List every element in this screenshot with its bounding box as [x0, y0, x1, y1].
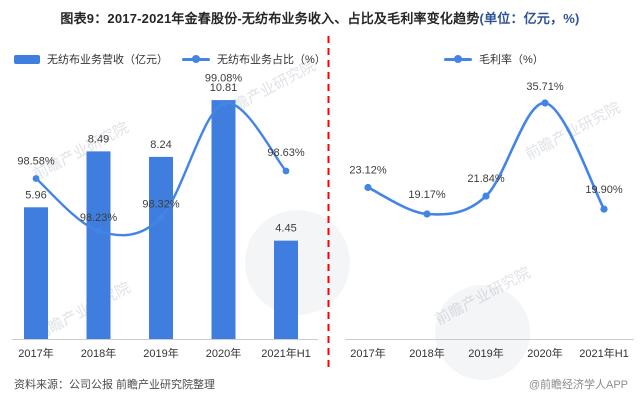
- legend-item-margin: 毛利率（%）: [444, 51, 544, 67]
- line-marker-icon: [454, 55, 462, 63]
- bar-2020年: [211, 100, 236, 339]
- right-x-tick-label: 2021年H1: [579, 346, 629, 360]
- margin-value-label: 19.90%: [585, 184, 623, 196]
- left-chart: 5.96 8.49 8.24 10.81 4.45 98.58% 98.23% 98.32% 9…: [12, 73, 318, 360]
- page-title: 图表9：2017-2021年金春股份-无纺布业务收入、占比及毛利率变化趋势(单位…: [0, 8, 640, 27]
- share-value-label: 98.63%: [267, 147, 305, 159]
- right-x-tick-label: 2020年: [527, 346, 562, 360]
- right-chart: 23.12% 19.17% 21.84% 35.71% 19.90% 2017年 2018年…: [345, 81, 634, 360]
- line-swatch-icon: [444, 55, 472, 63]
- margin-value-label: 21.84%: [467, 173, 505, 185]
- margin-value-label: 23.12%: [349, 164, 387, 176]
- legend-item-revenue: 无纺布业务营收（亿元）: [14, 51, 168, 67]
- share-point-2017年: [32, 175, 40, 182]
- share-point-2019年: [157, 214, 165, 221]
- line-marker-icon: [192, 55, 200, 63]
- left-x-tick-label: 2021年H1: [261, 346, 311, 360]
- margin-point-2017年: [364, 183, 372, 192]
- bar-2021年H1: [274, 240, 298, 339]
- share-point-2020年: [220, 100, 227, 107]
- legend-label-revenue: 无纺布业务营收（亿元）: [47, 54, 168, 66]
- bar-2018年: [86, 151, 111, 339]
- share-line: [34, 101, 288, 237]
- margin-line: [366, 101, 606, 216]
- margin-value-label: 19.17%: [408, 189, 446, 201]
- right-x-tick-label: 2019年: [468, 346, 503, 360]
- left-x-tick-label: 2018年: [81, 346, 116, 360]
- share-point-2021年H1: [282, 167, 290, 175]
- right-x-tick-label: 2017年: [350, 346, 385, 360]
- bar-value-label: 8.24: [150, 139, 171, 151]
- legend-label-share: 无纺布业务占比（%）: [217, 54, 326, 66]
- share-value-label: 98.58%: [17, 156, 55, 168]
- margin-point-2021年H1: [600, 205, 608, 213]
- chart-title-text: 图表9：2017-2021年金春股份-无纺布业务收入、占比及毛利率变化趋势: [60, 11, 480, 26]
- left-x-tick-label: 2020年: [206, 346, 241, 360]
- bar-2017年: [24, 207, 48, 339]
- legend-item-share: 无纺布业务占比（%）: [182, 51, 326, 67]
- margin-point-2020年: [541, 99, 549, 107]
- bar-swatch-icon: [14, 54, 40, 64]
- bar-value-label: 4.45: [275, 223, 296, 235]
- margin-point-2018年: [423, 210, 431, 218]
- share-point-2018年: [95, 227, 102, 235]
- left-x-tick-label: 2019年: [143, 346, 178, 360]
- chart-title-unit: (单位：亿元，%): [479, 11, 580, 26]
- left-x-tick-label: 2017年: [18, 346, 53, 360]
- legend-label-margin: 毛利率（%）: [479, 54, 544, 66]
- margin-value-label: 35.71%: [526, 81, 564, 93]
- source-note: 资料来源：公司公报 前瞻产业研究院整理: [14, 379, 216, 391]
- line-swatch-icon: [182, 55, 210, 63]
- right-x-tick-label: 2018年: [409, 346, 444, 360]
- share-value-label: 98.23%: [80, 212, 118, 224]
- bar-value-label: 10.81: [210, 82, 238, 94]
- share-value-label: 98.32%: [142, 199, 180, 211]
- margin-point-2019年: [482, 192, 490, 200]
- bar-value-label: 5.96: [25, 189, 46, 201]
- credit-note: @前瞻经济学人APP: [528, 379, 628, 391]
- share-value-label: 99.08%: [205, 73, 243, 85]
- bar-value-label: 8.49: [88, 133, 109, 145]
- bar-2019年: [149, 156, 173, 339]
